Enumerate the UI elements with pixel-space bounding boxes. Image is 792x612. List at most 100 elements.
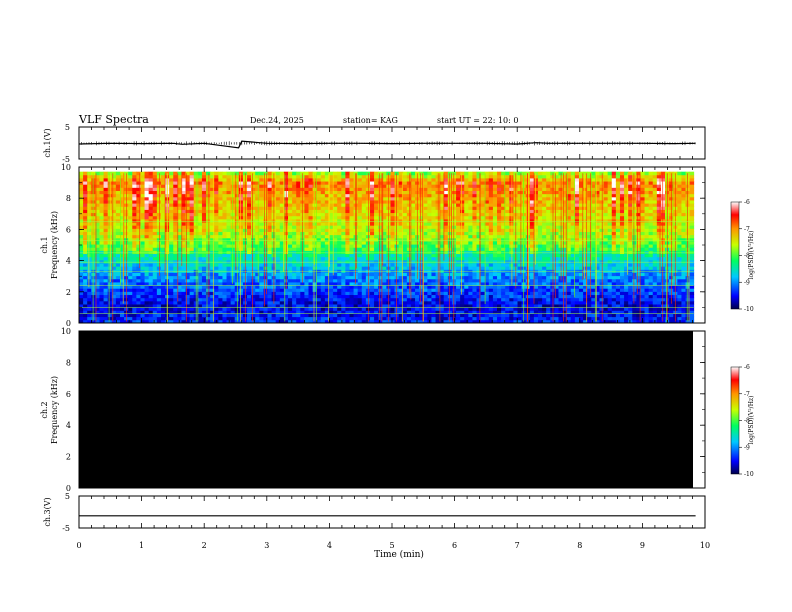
- spectrogram-cell: [247, 285, 252, 289]
- spectrogram-cell: [296, 206, 301, 210]
- spectrogram-cell: [206, 275, 211, 280]
- spectrogram-cell: [152, 250, 158, 255]
- spectrogram-cell: [103, 256, 109, 261]
- spectrogram-cell: [427, 193, 432, 198]
- spectrogram-cell: [99, 215, 104, 220]
- spectrogram-cell: [214, 237, 219, 242]
- spectrogram-cell: [136, 218, 141, 223]
- spectrogram-cell: [320, 275, 326, 280]
- spectrogram-cell: [210, 310, 215, 314]
- spectrogram-cell: [79, 285, 84, 289]
- spectrogram-cell: [111, 300, 117, 305]
- spectrogram-cell: [374, 266, 379, 270]
- spectrogram-cell: [144, 275, 150, 280]
- spectrogram-cell: [439, 275, 445, 280]
- spectrogram-cell: [443, 278, 449, 283]
- spectrogram-cell: [83, 291, 88, 296]
- spectrogram-cell: [341, 212, 346, 217]
- spectrogram-cell: [435, 253, 441, 258]
- spectrogram-cell: [468, 181, 473, 185]
- spectrogram-cell: [464, 237, 469, 242]
- spectrogram-cell: [304, 215, 309, 220]
- spectrogram-cell: [341, 294, 346, 299]
- spectrogram-cell: [255, 310, 260, 314]
- spectrogram-cell: [136, 259, 141, 264]
- spectrogram-cell: [140, 212, 145, 217]
- spectrogram-cell: [402, 278, 408, 283]
- spectrogram-cell: [296, 184, 301, 188]
- spectrogram-cell: [210, 171, 215, 176]
- spectrogram-cell: [333, 193, 338, 198]
- spectrogram-cell: [304, 244, 309, 248]
- spectrogram-cell: [259, 234, 264, 239]
- spectrogram-cell: [177, 231, 182, 236]
- spectrogram-cell: [128, 310, 133, 314]
- spectrogram-cell: [279, 250, 285, 255]
- spectrogram-cell: [398, 228, 404, 232]
- spectrogram-cell: [99, 225, 104, 229]
- spectrogram-cell: [156, 184, 162, 188]
- spectrogram-cell: [349, 247, 354, 251]
- spectrogram-cell: [333, 209, 338, 214]
- spectrogram-cell: [423, 247, 428, 251]
- spectrogram-cell: [115, 237, 121, 242]
- spectrogram-cell: [283, 310, 289, 314]
- spectrogram-cell: [402, 241, 408, 245]
- spectrogram-cell: [374, 263, 379, 267]
- spectrogram-cell: [374, 203, 379, 207]
- spectrogram-cell: [206, 234, 211, 239]
- spectrogram-cell: [308, 253, 313, 258]
- spectrogram-cell: [95, 241, 100, 245]
- spectrogram-cell: [419, 193, 424, 198]
- spectrogram-cell: [288, 291, 293, 296]
- spectrogram-cell: [259, 225, 264, 229]
- spectrogram-cell: [279, 263, 285, 267]
- spectrogram-cell: [95, 253, 100, 258]
- spectrogram-cell: [460, 304, 465, 308]
- spectrogram-cell: [173, 304, 178, 308]
- spectrogram-cell: [177, 282, 182, 286]
- spectrogram-cell: [365, 278, 371, 283]
- spectrogram-cell: [210, 241, 215, 245]
- spectrogram-cell: [140, 275, 145, 280]
- spectrogram-cell: [152, 241, 158, 245]
- spectrogram-cell: [185, 313, 191, 318]
- spectrogram-cell: [87, 225, 92, 229]
- spectrogram-cell: [320, 174, 326, 179]
- spectrogram-cell: [218, 174, 223, 179]
- spectrogram-cell: [296, 291, 301, 296]
- spectrogram-cell: [132, 275, 137, 280]
- spectrogram-cell: [111, 212, 117, 217]
- spectrogram-cell: [156, 209, 162, 214]
- spectrogram-cell: [148, 209, 154, 214]
- spectrogram-cell: [238, 313, 244, 318]
- spectrogram-cell: [427, 269, 432, 273]
- spectrogram-cell: [349, 250, 354, 255]
- spectrogram-cell: [382, 272, 387, 277]
- spectrogram-cell: [263, 193, 268, 198]
- spectrogram-cell: [447, 184, 453, 188]
- spectrogram-cell: [349, 206, 354, 210]
- spectrogram-cell: [406, 278, 412, 283]
- spectrogram-cell: [464, 244, 469, 248]
- spectrogram-cell: [152, 272, 158, 277]
- spectrogram-cell: [275, 316, 281, 321]
- spectrogram-cell: [214, 263, 219, 267]
- spectrogram-cell: [119, 256, 125, 261]
- spectrogram-cell: [439, 247, 445, 251]
- spectrogram-cell: [374, 237, 379, 242]
- spectrogram-cell: [341, 266, 346, 270]
- spectrogram-cell: [201, 266, 207, 270]
- spectrogram-cell: [333, 316, 338, 321]
- spectrogram-cell: [189, 250, 195, 255]
- spectrogram-cell: [226, 250, 232, 255]
- spectrogram-cell: [160, 174, 166, 179]
- spectrogram-cell: [402, 177, 408, 182]
- spectrogram-cell: [292, 256, 297, 261]
- spectrogram-cell: [259, 212, 264, 217]
- spectrogram-cell: [402, 244, 408, 248]
- spectrogram-cell: [218, 209, 223, 214]
- spectrogram-cell: [103, 253, 109, 258]
- spectrogram-cell: [341, 206, 346, 210]
- spectrogram-cell: [136, 200, 141, 204]
